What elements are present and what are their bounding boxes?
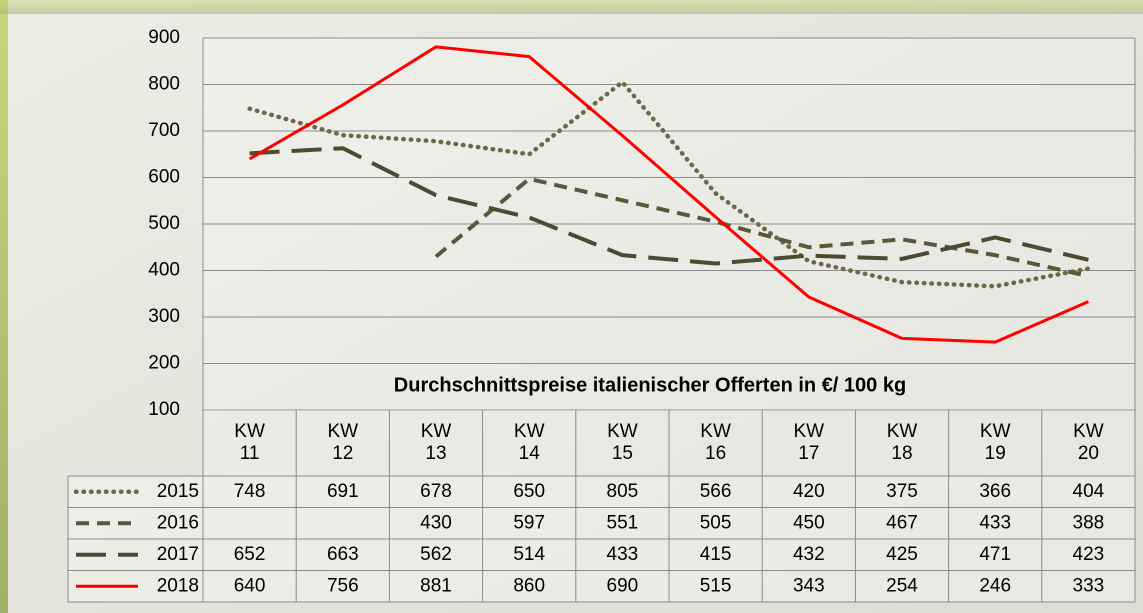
table-value: 388 xyxy=(1073,512,1105,533)
table-value: 678 xyxy=(420,481,452,502)
y-tick-label: 900 xyxy=(148,27,180,48)
table-value: 566 xyxy=(700,481,732,502)
x-tick-label: KW 19 xyxy=(980,421,1011,464)
table-value: 663 xyxy=(327,544,359,565)
table-value: 640 xyxy=(234,575,266,596)
table-value: 450 xyxy=(793,512,825,533)
x-tick-label: KW 12 xyxy=(327,421,358,464)
y-tick-label: 700 xyxy=(148,120,180,141)
chart-title: Durchschnittspreise italienischer Offert… xyxy=(394,374,906,396)
y-tick-label: 300 xyxy=(148,306,180,327)
table-value: 433 xyxy=(979,512,1011,533)
y-tick-label: 200 xyxy=(148,353,180,374)
series-line xyxy=(434,176,1089,279)
table-value: 562 xyxy=(420,544,452,565)
x-tick-label: KW 18 xyxy=(887,421,918,464)
table-value: 430 xyxy=(420,512,452,533)
table-value: 423 xyxy=(1073,544,1105,565)
table-value: 551 xyxy=(607,512,639,533)
y-tick-label: 400 xyxy=(148,260,180,281)
table-value: 467 xyxy=(886,512,918,533)
table-value: 415 xyxy=(700,544,732,565)
legend-label: 2018 xyxy=(157,575,199,596)
series-line xyxy=(248,45,1089,344)
x-tick-label: KW 15 xyxy=(607,421,638,464)
table-value: 420 xyxy=(793,481,825,502)
table-value: 404 xyxy=(1073,481,1105,502)
table-value: 515 xyxy=(700,575,732,596)
y-tick-label: 800 xyxy=(148,74,180,95)
table-value: 343 xyxy=(793,575,825,596)
y-tick-label: 100 xyxy=(148,399,180,420)
top-stripe xyxy=(0,0,1143,14)
table-value: 433 xyxy=(607,544,639,565)
x-tick-label: KW 16 xyxy=(700,421,731,464)
edge-stripe xyxy=(0,0,8,613)
table-value: 366 xyxy=(979,481,1011,502)
table-value: 597 xyxy=(513,512,545,533)
legend-label: 2015 xyxy=(157,481,199,502)
legend-label: 2017 xyxy=(157,544,199,565)
table-value: 505 xyxy=(700,512,732,533)
x-tick-label: KW 17 xyxy=(793,421,824,464)
table-value: 425 xyxy=(886,544,918,565)
table-value: 756 xyxy=(327,575,359,596)
table-value: 652 xyxy=(234,544,266,565)
table-value: 254 xyxy=(886,575,918,596)
table-value: 650 xyxy=(513,481,545,502)
table-value: 375 xyxy=(886,481,918,502)
series-line xyxy=(249,146,1089,266)
x-tick-label: KW 11 xyxy=(234,421,265,464)
table-value: 748 xyxy=(234,481,266,502)
x-tick-label: KW 14 xyxy=(514,421,545,464)
series-line xyxy=(247,79,1091,289)
y-tick-label: 600 xyxy=(148,167,180,188)
legend-label: 2016 xyxy=(157,512,199,533)
table-value: 881 xyxy=(420,575,452,596)
table-value: 514 xyxy=(513,544,545,565)
x-tick-label: KW 20 xyxy=(1073,421,1104,464)
table-value: 432 xyxy=(793,544,825,565)
table-value: 471 xyxy=(979,544,1011,565)
table-value: 860 xyxy=(513,575,545,596)
table-value: 333 xyxy=(1073,575,1105,596)
x-tick-label: KW 13 xyxy=(421,421,452,464)
table-value: 691 xyxy=(327,481,359,502)
y-tick-label: 500 xyxy=(148,213,180,234)
table-value: 246 xyxy=(979,575,1011,596)
table-value: 690 xyxy=(607,575,639,596)
table-value: 805 xyxy=(607,481,639,502)
